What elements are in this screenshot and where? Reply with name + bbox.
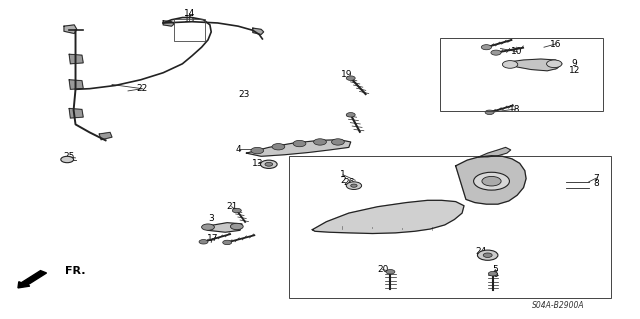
Circle shape xyxy=(547,60,562,68)
Circle shape xyxy=(477,250,498,260)
Text: 18: 18 xyxy=(509,105,521,114)
Circle shape xyxy=(230,223,243,230)
Circle shape xyxy=(346,182,362,189)
Text: 3: 3 xyxy=(209,214,214,223)
Text: 1: 1 xyxy=(340,170,346,179)
Text: 21: 21 xyxy=(226,202,237,211)
Text: S04A-B2900A: S04A-B2900A xyxy=(532,301,584,310)
Circle shape xyxy=(483,253,492,257)
Polygon shape xyxy=(69,80,83,89)
Text: 24: 24 xyxy=(476,247,487,256)
Text: 22: 22 xyxy=(136,84,148,93)
Text: 10: 10 xyxy=(511,47,523,56)
Text: 8: 8 xyxy=(594,179,599,188)
Circle shape xyxy=(265,162,273,166)
Circle shape xyxy=(260,160,277,168)
Polygon shape xyxy=(312,200,464,234)
Text: 2: 2 xyxy=(340,176,346,185)
Text: 15: 15 xyxy=(184,15,195,24)
Polygon shape xyxy=(99,132,112,140)
Circle shape xyxy=(61,156,74,163)
Circle shape xyxy=(199,240,208,244)
Text: 4: 4 xyxy=(236,145,241,154)
Circle shape xyxy=(474,172,509,190)
Circle shape xyxy=(293,140,306,147)
Circle shape xyxy=(482,176,501,186)
Circle shape xyxy=(251,147,264,154)
Text: 14: 14 xyxy=(184,9,195,18)
Circle shape xyxy=(332,139,344,145)
Polygon shape xyxy=(69,108,83,118)
Text: 7: 7 xyxy=(594,174,599,182)
Circle shape xyxy=(488,271,497,276)
Bar xyxy=(174,19,205,41)
Circle shape xyxy=(223,240,232,245)
Circle shape xyxy=(346,76,355,80)
Text: 9: 9 xyxy=(572,59,577,68)
Text: 13: 13 xyxy=(252,159,264,168)
Circle shape xyxy=(314,139,326,145)
Circle shape xyxy=(346,113,355,117)
Circle shape xyxy=(485,110,494,115)
Polygon shape xyxy=(507,59,562,71)
Polygon shape xyxy=(163,21,174,26)
Text: 26: 26 xyxy=(343,178,355,187)
Text: 23: 23 xyxy=(239,90,250,99)
Text: 17: 17 xyxy=(207,234,218,243)
Text: 11: 11 xyxy=(546,63,557,72)
Circle shape xyxy=(232,208,241,213)
Circle shape xyxy=(386,270,395,274)
Polygon shape xyxy=(205,223,242,232)
Circle shape xyxy=(502,61,518,68)
Text: 5: 5 xyxy=(493,265,498,274)
Text: 19: 19 xyxy=(341,70,353,78)
Text: 16: 16 xyxy=(550,40,561,48)
Polygon shape xyxy=(253,28,264,34)
Text: 12: 12 xyxy=(569,66,580,75)
Polygon shape xyxy=(456,156,526,204)
Circle shape xyxy=(491,50,501,55)
Circle shape xyxy=(272,144,285,150)
Text: 6: 6 xyxy=(493,271,498,279)
Polygon shape xyxy=(64,25,77,33)
Circle shape xyxy=(202,224,214,230)
Circle shape xyxy=(351,184,357,187)
Circle shape xyxy=(481,45,492,50)
Polygon shape xyxy=(246,140,351,156)
Text: 20: 20 xyxy=(377,265,388,274)
Bar xyxy=(289,156,611,298)
Text: 25: 25 xyxy=(63,152,75,161)
Bar xyxy=(440,38,603,111)
Polygon shape xyxy=(69,54,83,64)
Polygon shape xyxy=(479,147,511,157)
FancyArrow shape xyxy=(18,271,47,288)
Text: FR.: FR. xyxy=(65,265,86,276)
